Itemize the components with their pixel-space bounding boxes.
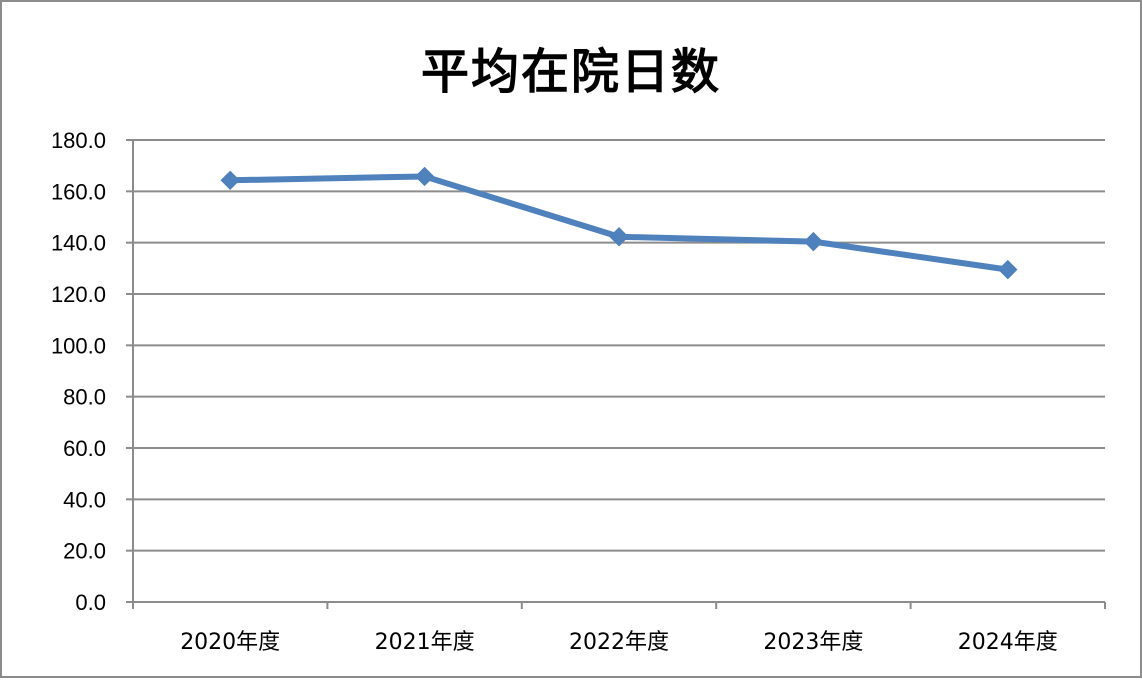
y-tick-label: 100.0 (51, 333, 106, 358)
data-point-marker (220, 170, 240, 191)
x-tick-label: 2024年度 (958, 630, 1058, 655)
data-point-marker (803, 231, 824, 252)
y-tick-label: 0.0 (75, 590, 106, 615)
x-tick-label: 2022年度 (569, 630, 669, 655)
data-point-marker (998, 259, 1018, 280)
y-tick-label: 60.0 (63, 436, 106, 461)
y-tick-label: 40.0 (63, 487, 106, 512)
x-tick-labels: 2020年度 2021年度 2022年度 2023年度 2024年度 (180, 630, 1058, 655)
x-tick-label: 2021年度 (375, 630, 475, 655)
y-tick-label: 180.0 (51, 128, 106, 153)
y-tick-labels: 0.0 20.0 40.0 60.0 80.0 100.0 120.0 140.0 160.0 1… (51, 128, 106, 615)
data-point-marker (609, 227, 629, 247)
y-tick-label: 120.0 (51, 282, 106, 307)
gridlines (133, 139, 1105, 552)
y-tick-label: 80.0 (63, 385, 106, 410)
x-tick-label: 2023年度 (763, 630, 863, 655)
y-tick-label: 160.0 (51, 179, 106, 204)
data-point-marker (414, 166, 435, 187)
y-tick-label: 140.0 (51, 231, 106, 256)
x-tick-label: 2020年度 (180, 630, 280, 655)
axes (126, 139, 1106, 609)
chart-title: 平均在院日数 (420, 44, 721, 100)
series (220, 166, 1018, 280)
y-tick-label: 20.0 (63, 539, 106, 564)
